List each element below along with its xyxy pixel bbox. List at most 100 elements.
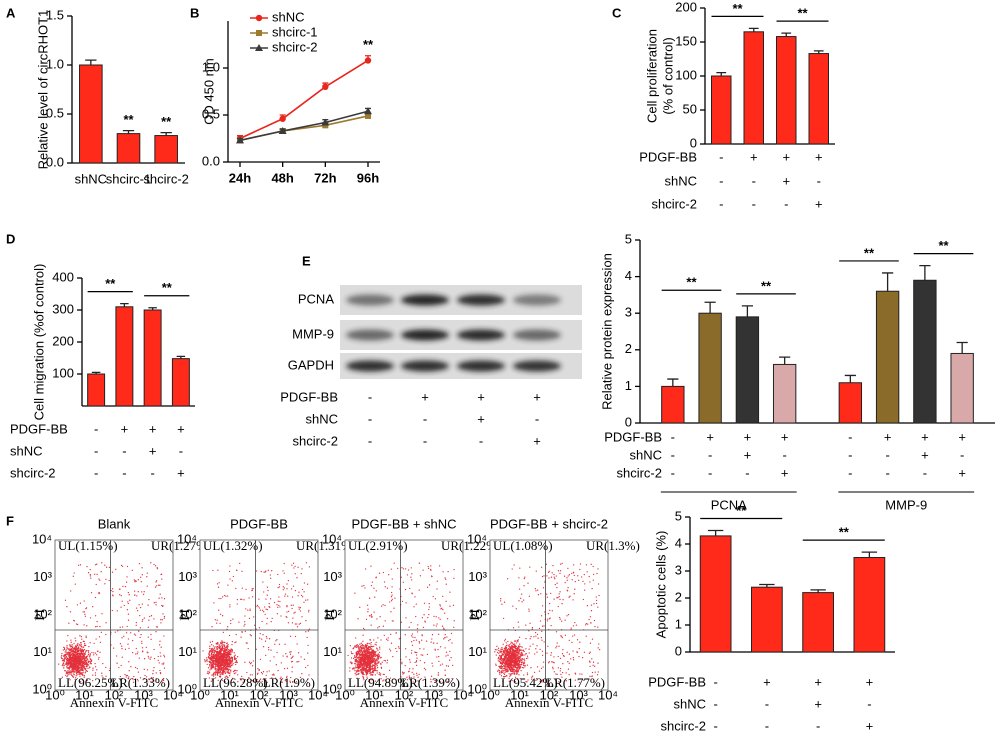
event-dot [498, 659, 501, 661]
event-dot [211, 664, 213, 666]
event-dot [366, 664, 369, 667]
event-dot [163, 615, 166, 618]
event-dot [218, 659, 220, 661]
event-dot [207, 655, 210, 658]
event-dot [236, 661, 238, 663]
event-dot [274, 643, 276, 645]
event-dot [259, 632, 261, 635]
event-dot [73, 663, 75, 665]
event-dot [141, 642, 143, 645]
event-dot [359, 660, 362, 662]
event-dot [516, 670, 518, 673]
event-dot [226, 648, 228, 651]
event-dot [223, 594, 226, 597]
event-dot [81, 679, 84, 681]
event-dot [83, 624, 85, 626]
event-dot [69, 670, 71, 672]
event-dot [85, 670, 88, 672]
x-tick-label: shcirc-2 [143, 171, 189, 186]
event-dot [229, 651, 232, 653]
event-dot [150, 680, 152, 683]
event-dot [219, 658, 222, 661]
event-dot [74, 664, 76, 666]
treatment-sign: + [149, 443, 157, 458]
event-dot [71, 644, 74, 646]
event-dot [153, 618, 155, 620]
event-dot [207, 667, 210, 669]
event-dot [300, 594, 303, 597]
event-dot [371, 671, 373, 673]
event-dot [265, 635, 268, 638]
event-dot [517, 666, 519, 669]
event-dot [84, 672, 86, 674]
quadrant-label: LL(96.25%) [58, 675, 123, 690]
event-dot [79, 635, 81, 637]
event-dot [380, 666, 382, 668]
event-dot [217, 648, 219, 650]
event-dot [500, 656, 502, 658]
event-dot [139, 614, 141, 617]
event-dot [509, 666, 511, 669]
event-dot [382, 604, 384, 606]
event-dot [216, 671, 218, 674]
event-dot [300, 572, 302, 575]
event-dot [226, 655, 228, 657]
event-dot [379, 648, 381, 650]
event-dot [521, 646, 523, 648]
x-tick-label: 48h [271, 170, 293, 185]
event-dot [137, 651, 139, 653]
treatment-sign: - [713, 718, 717, 733]
event-dot [515, 663, 517, 666]
event-dot [68, 653, 70, 655]
bar [698, 312, 722, 424]
event-dot [121, 645, 123, 647]
plot-title: PDGF-BB + shNC [351, 516, 456, 531]
event-dot [349, 661, 352, 663]
treatment-sign: - [479, 433, 483, 448]
event-dot [368, 646, 370, 648]
event-dot [153, 680, 155, 682]
event-dot [211, 651, 213, 653]
event-dot [146, 585, 148, 587]
event-dot [68, 668, 71, 670]
panel-label: F [6, 513, 14, 528]
event-dot [504, 653, 506, 655]
event-dot [105, 566, 108, 568]
event-dot [229, 660, 232, 662]
event-dot [139, 627, 142, 629]
significance: ** [839, 525, 850, 540]
event-dot [221, 596, 224, 598]
event-dot [355, 658, 357, 661]
event-dot [77, 663, 80, 666]
event-dot [402, 581, 404, 583]
event-dot [112, 590, 114, 593]
event-dot [362, 660, 364, 662]
event-dot [359, 655, 361, 657]
event-dot [64, 670, 66, 672]
event-dot [370, 668, 373, 670]
event-dot [427, 616, 429, 619]
event-dot [372, 667, 374, 670]
event-dot [76, 648, 79, 650]
event-dot [230, 653, 232, 655]
event-dot [507, 644, 509, 646]
event-dot [211, 644, 213, 646]
event-dot [66, 653, 68, 656]
event-dot [370, 652, 372, 655]
event-dot [259, 609, 262, 611]
event-dot [290, 676, 292, 679]
y-tick-label: 1.5 [46, 7, 64, 22]
event-dot [439, 664, 442, 666]
event-dot [244, 630, 246, 633]
event-dot [444, 636, 446, 639]
event-dot [89, 658, 91, 660]
event-dot [377, 662, 379, 664]
event-dot [286, 667, 289, 669]
event-dot [508, 662, 511, 664]
event-dot [360, 653, 362, 655]
event-dot [66, 661, 68, 663]
event-dot [226, 676, 229, 678]
event-dot [217, 679, 219, 682]
event-dot [69, 664, 71, 666]
event-dot [154, 586, 157, 588]
